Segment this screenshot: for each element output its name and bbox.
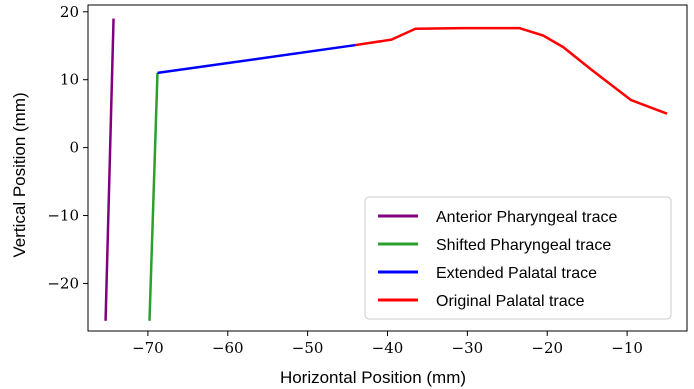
legend: Anterior Pharyngeal trace Shifted Pharyn… — [364, 196, 672, 320]
y-tick-label: 10 — [60, 71, 79, 89]
legend-box — [364, 196, 672, 320]
x-tick-label: −50 — [292, 339, 324, 357]
legend-label-shifted: Shifted Pharyngeal trace — [436, 237, 611, 254]
legend-label-extended: Extended Palatal trace — [436, 265, 597, 282]
y-axis-label: Vertical Position (mm) — [10, 92, 29, 257]
plot-frame — [87, 4, 688, 332]
legend-label-original: Original Palatal trace — [436, 293, 585, 310]
x-tick-label: −10 — [611, 339, 643, 357]
x-tick-label: −20 — [531, 339, 563, 357]
x-tick-label: −60 — [212, 339, 244, 357]
y-tick-label: −10 — [47, 207, 79, 225]
legend-label-anterior: Anterior Pharyngeal trace — [436, 209, 618, 226]
extended-palatal-line — [157, 43, 356, 75]
original-palatal-line — [355, 26, 668, 115]
x-tick-label: −30 — [452, 339, 484, 357]
plot-lines — [104, 18, 668, 321]
x-axis-ticks: −70 −60 −50 −40 −30 −20 −10 — [132, 331, 643, 357]
x-axis-label: Horizontal Position (mm) — [280, 368, 466, 387]
y-tick-label: −20 — [47, 274, 79, 292]
shifted-pharyngeal-line — [148, 72, 159, 321]
x-tick-label: −70 — [132, 339, 164, 357]
y-axis-ticks: 20 10 0 −10 −20 — [47, 3, 88, 292]
x-tick-label: −40 — [372, 339, 404, 357]
y-tick-label: 20 — [60, 3, 79, 21]
anterior-pharyngeal-line — [104, 18, 115, 321]
y-tick-label: 0 — [69, 139, 79, 157]
